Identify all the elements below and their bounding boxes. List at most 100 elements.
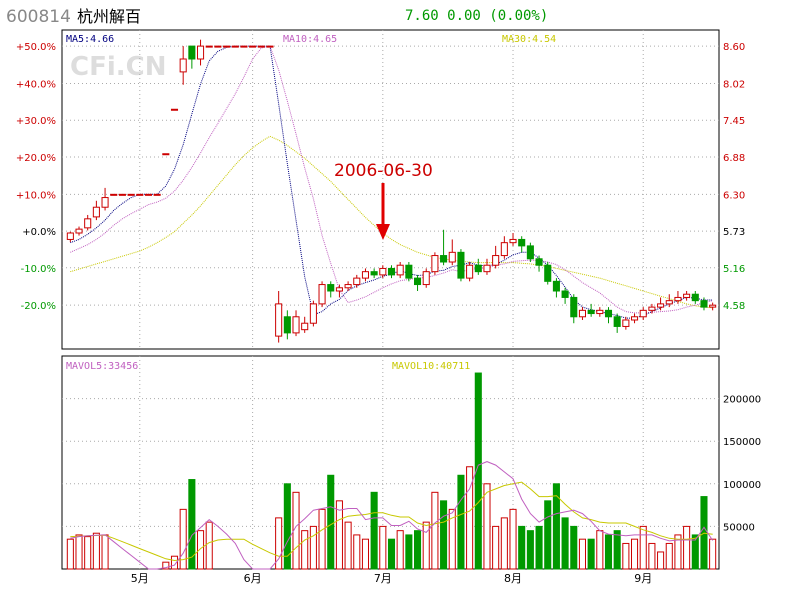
candle bbox=[500, 236, 508, 259]
candle-body bbox=[457, 251, 465, 279]
candle-body bbox=[674, 296, 682, 302]
candle-body bbox=[691, 293, 699, 302]
candle bbox=[240, 45, 248, 48]
volume-bar bbox=[639, 525, 647, 570]
candle bbox=[66, 231, 74, 243]
candle-body bbox=[162, 153, 170, 156]
y-tick-right: 5.16 bbox=[723, 264, 745, 275]
candle bbox=[431, 252, 439, 275]
candle-body bbox=[700, 300, 708, 308]
candle bbox=[75, 226, 83, 236]
candle bbox=[596, 307, 604, 317]
candle bbox=[301, 316, 309, 333]
x-tick: 6月 bbox=[244, 572, 262, 585]
candle bbox=[639, 307, 647, 320]
candle-body bbox=[405, 264, 413, 279]
candle-body bbox=[66, 232, 74, 240]
volume-bar bbox=[292, 491, 300, 570]
volume-bar bbox=[283, 483, 291, 570]
volume-bar bbox=[179, 508, 187, 570]
volume-bar bbox=[561, 517, 569, 570]
volume-bar bbox=[674, 534, 682, 570]
candle bbox=[144, 193, 152, 196]
candle bbox=[309, 300, 317, 327]
candle bbox=[110, 193, 118, 196]
volume-bar bbox=[275, 517, 283, 570]
candle-body bbox=[361, 271, 369, 279]
volume-bar bbox=[422, 521, 430, 570]
candle-body bbox=[552, 280, 560, 292]
volume-bar bbox=[327, 474, 335, 570]
candle-body bbox=[578, 309, 586, 318]
volume-bar bbox=[414, 530, 422, 570]
volume-y-tick: 100000 bbox=[723, 480, 761, 491]
candle-body bbox=[431, 255, 439, 273]
candle-body bbox=[535, 258, 543, 266]
volume-bar bbox=[101, 534, 109, 570]
candle-body bbox=[309, 303, 317, 324]
candle-body bbox=[561, 290, 569, 298]
candle-body bbox=[101, 197, 109, 208]
candle-body bbox=[570, 296, 578, 318]
volume-bar bbox=[492, 525, 500, 570]
volume-bar bbox=[162, 561, 170, 570]
volume-bar bbox=[587, 538, 595, 570]
candle bbox=[578, 307, 586, 320]
candle-body bbox=[92, 206, 100, 218]
legend-mavol5: MAVOL5:33456 bbox=[66, 361, 138, 372]
y-tick-left: +40.0% bbox=[16, 79, 56, 90]
candle bbox=[631, 313, 639, 324]
candle bbox=[561, 287, 569, 304]
candle bbox=[492, 245, 500, 269]
candle-body bbox=[153, 193, 161, 196]
y-tick-right: 6.88 bbox=[723, 153, 745, 164]
candle bbox=[648, 303, 656, 314]
candle-body bbox=[344, 284, 352, 289]
candle bbox=[665, 294, 673, 308]
candle-body bbox=[327, 284, 335, 292]
candle-body bbox=[127, 193, 135, 196]
candle bbox=[153, 193, 161, 196]
volume-bar bbox=[361, 538, 369, 570]
candle bbox=[92, 200, 100, 221]
volume-bar bbox=[578, 538, 586, 570]
volume-bar bbox=[318, 508, 326, 570]
y-tick-right: 6.30 bbox=[723, 190, 745, 201]
candle bbox=[101, 187, 109, 211]
x-tick: 5月 bbox=[131, 572, 149, 585]
candle bbox=[353, 274, 361, 288]
volume-y-tick: 200000 bbox=[723, 395, 761, 406]
y-tick-right: 8.60 bbox=[723, 42, 745, 53]
candle-body bbox=[249, 45, 257, 48]
candle-body bbox=[396, 264, 404, 276]
watermark: CFi.CN bbox=[70, 52, 166, 82]
volume-bar bbox=[84, 536, 92, 570]
candle-body bbox=[118, 193, 126, 196]
candle-body bbox=[214, 45, 222, 48]
candle-body bbox=[275, 303, 283, 337]
candle-body bbox=[257, 45, 265, 48]
candle-body bbox=[448, 251, 456, 263]
candle-body bbox=[353, 277, 361, 286]
annotation-date: 2006-06-30 bbox=[334, 161, 433, 181]
candle-body bbox=[205, 45, 213, 48]
candle-body bbox=[492, 255, 500, 266]
candle bbox=[162, 153, 170, 156]
volume-bar bbox=[518, 525, 526, 570]
candle bbox=[335, 284, 343, 298]
legend-ma5: MA5:4.66 bbox=[66, 34, 114, 45]
candle bbox=[214, 45, 222, 48]
candle bbox=[613, 313, 621, 333]
y-tick-left: -10.0% bbox=[21, 264, 56, 275]
volume-bar bbox=[570, 525, 578, 570]
volume-bar bbox=[457, 474, 465, 570]
volume-bar bbox=[309, 525, 317, 570]
candle bbox=[483, 258, 491, 275]
candle-body bbox=[170, 108, 179, 111]
candle bbox=[127, 193, 135, 196]
volume-bar bbox=[431, 491, 439, 570]
volume-bar bbox=[526, 530, 534, 570]
candle bbox=[205, 45, 213, 48]
volume-bar bbox=[335, 500, 343, 570]
